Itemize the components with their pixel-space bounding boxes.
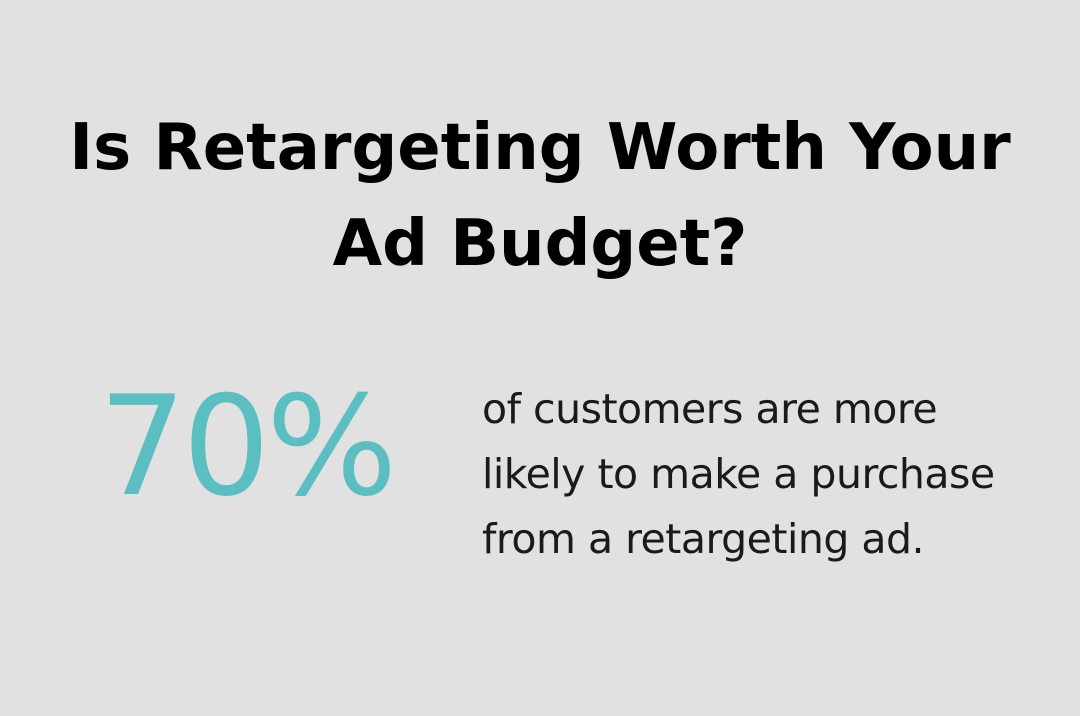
stat-value: 70% (98, 366, 398, 527)
stat-description: of customers are more likely to make a p… (482, 385, 995, 563)
card-title: Is Retargeting Worth Your Ad Budget? (69, 111, 1011, 281)
